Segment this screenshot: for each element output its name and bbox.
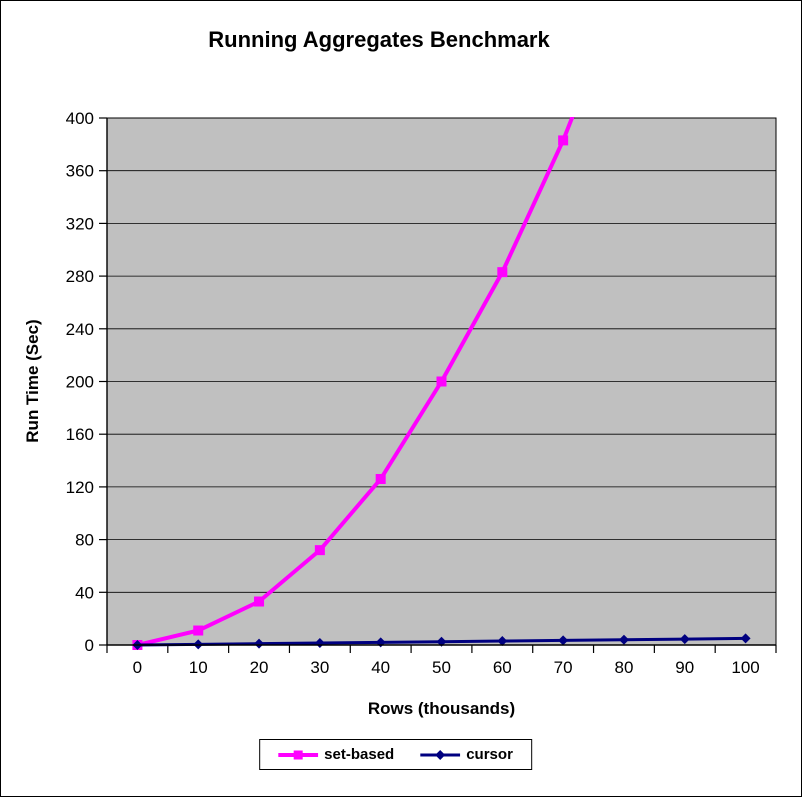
x-tick-label: 10 xyxy=(189,658,208,677)
marker-diamond xyxy=(740,633,751,644)
x-axis-ticks: 0 10 20 30 40 50 60 70 80 90 100 xyxy=(106,645,777,677)
legend-label-set-based: set-based xyxy=(324,746,395,763)
x-tick-label: 0 xyxy=(133,658,142,677)
legend-marker-diamond-icon xyxy=(420,749,461,760)
legend-item-set-based: set-based xyxy=(278,746,394,763)
y-tick-label: 80 xyxy=(75,531,94,550)
gridlines xyxy=(107,117,776,593)
y-axis-ticks: 0 40 80 120 160 200 240 280 320 360 400 xyxy=(66,109,107,655)
marker-square xyxy=(436,376,447,387)
marker-square xyxy=(497,267,508,278)
marker-square xyxy=(375,473,386,484)
marker-square xyxy=(193,625,204,636)
legend-marker-square-icon xyxy=(278,750,319,759)
x-tick-label: 70 xyxy=(554,658,573,677)
y-tick-label: 360 xyxy=(66,162,94,181)
x-tick-label: 50 xyxy=(432,658,451,677)
marker-square xyxy=(558,135,569,146)
legend: set-based cursor xyxy=(259,739,532,770)
y-tick-label: 320 xyxy=(66,214,94,233)
x-tick-label: 40 xyxy=(371,658,390,677)
plot-svg: 0 40 80 120 160 200 240 280 320 360 400 0 10 20 30 40 50… xyxy=(66,109,777,677)
x-tick-label: 80 xyxy=(614,658,633,677)
y-tick-label: 400 xyxy=(66,109,94,128)
chart-title: Running Aggregates Benchmark xyxy=(208,27,550,52)
series-cursor xyxy=(132,633,751,650)
x-tick-label: 20 xyxy=(250,658,269,677)
y-tick-label: 0 xyxy=(85,636,94,655)
y-tick-label: 280 xyxy=(66,267,94,286)
marker-diamond xyxy=(679,634,690,645)
y-tick-label: 240 xyxy=(66,320,94,339)
x-tick-label: 30 xyxy=(310,658,329,677)
x-axis-title: Rows (thousands) xyxy=(367,699,516,718)
y-tick-label: 160 xyxy=(66,425,94,444)
x-tick-label: 100 xyxy=(731,658,759,677)
legend-item-cursor: cursor xyxy=(420,746,513,763)
marker-square xyxy=(314,545,325,556)
marker-square xyxy=(254,596,265,607)
y-tick-label: 200 xyxy=(66,373,94,392)
x-tick-label: 60 xyxy=(493,658,512,677)
y-tick-label: 40 xyxy=(75,583,94,602)
x-tick-label: 90 xyxy=(675,658,694,677)
y-tick-label: 120 xyxy=(66,478,94,497)
legend-label-cursor: cursor xyxy=(466,746,513,763)
marker-diamond xyxy=(558,635,569,646)
marker-diamond xyxy=(618,634,629,645)
marker-diamond xyxy=(436,636,447,647)
marker-diamond xyxy=(497,636,508,647)
series-set-based xyxy=(132,117,575,650)
